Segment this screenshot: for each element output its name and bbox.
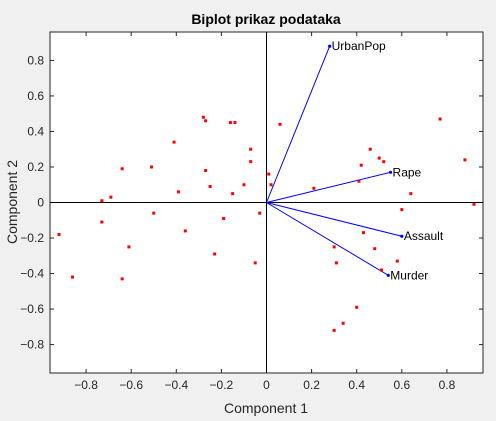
vector-tip-assault: [400, 234, 404, 238]
score-point: [57, 232, 61, 236]
score-point: [472, 202, 476, 206]
x-axis-title: Component 1: [224, 400, 308, 416]
y-axis-title: Component 2: [4, 160, 20, 244]
score-point: [213, 252, 217, 256]
vector-murder: [266, 202, 389, 276]
score-point: [183, 229, 187, 233]
score-point: [100, 220, 104, 224]
x-tick-label: 0.8: [439, 378, 456, 392]
score-point: [373, 247, 377, 251]
y-tick-label: −0.8: [20, 338, 44, 352]
score-point: [127, 245, 131, 249]
score-point: [208, 185, 212, 189]
y-tick-label: −0.2: [20, 231, 44, 245]
score-point: [355, 305, 359, 309]
score-point: [359, 163, 363, 167]
score-point: [312, 186, 316, 190]
score-point: [253, 261, 257, 265]
vector-rape: [266, 171, 391, 203]
score-point: [377, 156, 381, 160]
vector-tip-urbanpop: [328, 44, 332, 48]
y-tick-label: −0.4: [20, 267, 44, 281]
vector-tip-murder: [386, 273, 390, 277]
score-point: [109, 195, 113, 199]
score-point: [334, 261, 338, 265]
y-tick-label: 0.2: [27, 160, 44, 174]
score-point: [341, 321, 345, 325]
score-point: [204, 119, 208, 123]
score-point: [204, 169, 208, 173]
score-point: [258, 211, 262, 215]
x-tick-label: 0.6: [393, 378, 410, 392]
score-point: [382, 160, 386, 164]
score-point: [228, 121, 232, 125]
score-point: [222, 216, 226, 220]
y-tick-label: 0.6: [27, 89, 44, 103]
y-tick-label: 0: [37, 196, 44, 210]
x-tick-label: −0.4: [164, 378, 188, 392]
score-point: [395, 259, 399, 263]
chart-title: Biplot prikaz podataka: [191, 11, 341, 27]
vector-label-murder: Murder: [390, 268, 428, 282]
x-tick-label: −0.8: [74, 378, 98, 392]
score-point: [100, 199, 104, 203]
vector-label-rape: Rape: [393, 165, 422, 179]
score-point: [368, 147, 372, 151]
score-point: [242, 183, 246, 187]
vector-label-assault: Assault: [404, 229, 444, 243]
x-tick-label: −0.2: [210, 378, 234, 392]
y-tick-label: 0.8: [27, 53, 44, 67]
x-tick-label: 0.4: [348, 378, 365, 392]
score-point: [233, 121, 237, 125]
y-tick-label: −0.6: [20, 302, 44, 316]
score-point: [172, 140, 176, 144]
loading-vectors: UrbanPop Rape Assault Murder: [266, 39, 444, 282]
score-point: [120, 167, 124, 171]
score-point: [201, 115, 205, 119]
score-point: [267, 172, 271, 176]
score-point: [438, 117, 442, 121]
score-point: [361, 231, 365, 235]
score-point: [120, 277, 124, 281]
score-point: [332, 245, 336, 249]
score-point: [463, 158, 467, 162]
score-point: [380, 268, 384, 272]
vector-assault: [266, 202, 402, 237]
score-point: [71, 275, 75, 279]
score-point: [400, 208, 404, 212]
vector-tip-rape: [388, 170, 393, 174]
x-tick-label: −0.6: [119, 378, 143, 392]
y-tick-label: 0.4: [27, 124, 44, 138]
score-point: [332, 328, 336, 332]
score-points: [57, 115, 476, 332]
score-point: [278, 122, 282, 126]
vector-urbanpop: [266, 46, 331, 203]
score-point: [177, 190, 181, 194]
axis-ticks: −0.8 −0.6 −0.4 −0.2 0 0.2 0.4 0.6 0.8 −0.8 −0.6 −0.…: [20, 32, 483, 392]
score-point: [149, 165, 153, 169]
score-point: [231, 192, 235, 196]
score-point: [152, 211, 156, 215]
score-point: [249, 147, 253, 151]
score-point: [269, 183, 273, 187]
vector-label-urbanpop: UrbanPop: [332, 39, 386, 53]
score-point: [409, 192, 413, 196]
score-point: [249, 160, 253, 164]
x-tick-label: 0.2: [303, 378, 320, 392]
score-point: [357, 179, 361, 183]
x-tick-label: 0: [263, 378, 270, 392]
